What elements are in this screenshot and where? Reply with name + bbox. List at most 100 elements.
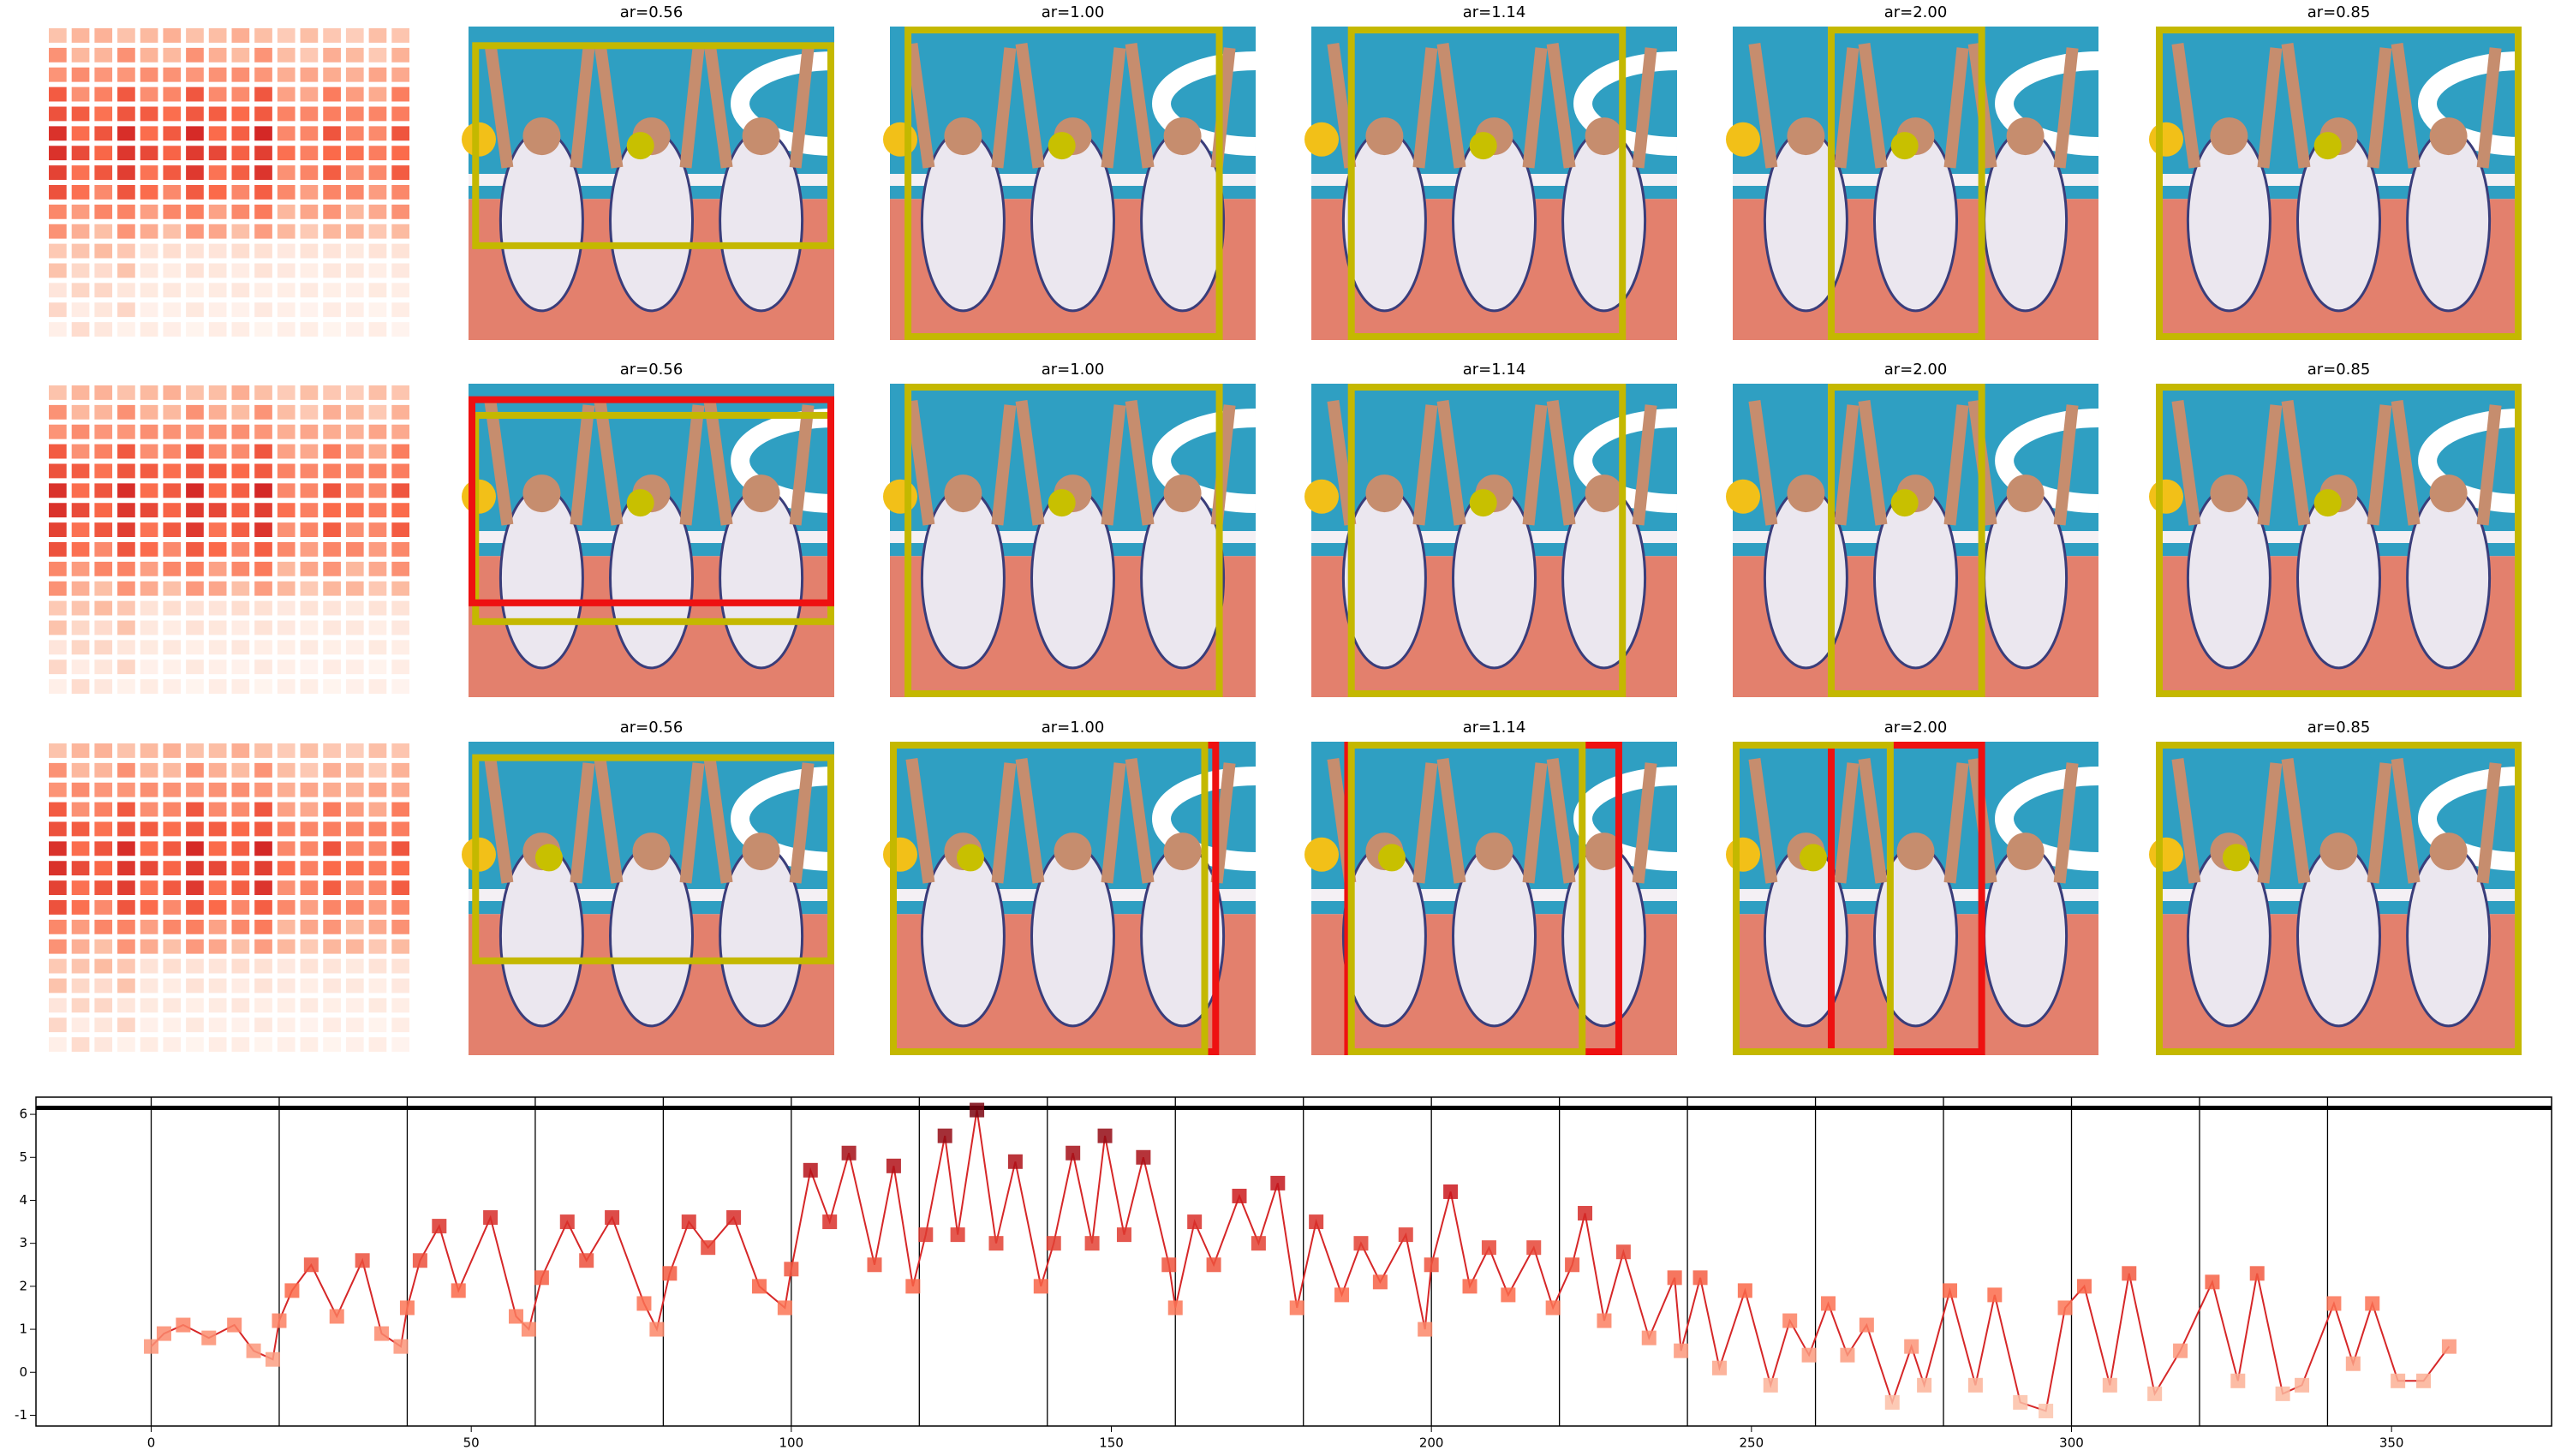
heatmap-cell (140, 939, 158, 954)
heatmap-cell (49, 762, 67, 778)
marker (1904, 1339, 1919, 1354)
heatmap-cell (163, 919, 182, 934)
heatmap-cell (345, 802, 364, 817)
marker (303, 1257, 319, 1273)
heatmap-cell (345, 581, 364, 596)
player-head (742, 117, 780, 156)
panel-title: ar=2.00 (1884, 3, 1948, 21)
heatmap-cell (94, 204, 113, 219)
marker (1418, 1322, 1433, 1337)
heatmap-cell (186, 958, 204, 974)
heatmap-cell (71, 47, 90, 63)
player-arms (2391, 400, 2502, 526)
heatmap-cell (117, 998, 135, 1013)
heatmap-cell (231, 67, 250, 82)
heatmap-cell (208, 302, 227, 318)
heatmap-cell (94, 503, 113, 518)
heatmap-cell (231, 385, 250, 400)
marker (784, 1262, 799, 1277)
heatmap-cell (208, 861, 227, 876)
heatmap-cell (231, 87, 250, 102)
heatmap-cell (300, 28, 319, 43)
heatmap-cell (163, 640, 182, 655)
heatmap-cell (254, 978, 272, 994)
point (626, 132, 654, 160)
marker (1801, 1347, 1817, 1363)
heatmap-cell (117, 762, 135, 778)
x-tick-label: 350 (2379, 1435, 2404, 1451)
heatmap-cell (368, 581, 387, 596)
heatmap-cell (254, 463, 272, 479)
player-body (1140, 486, 1226, 670)
heatmap-cell (186, 385, 204, 400)
heatmap-cell (323, 1037, 341, 1052)
heatmap-cell (368, 224, 387, 239)
heatmap-cell (140, 404, 158, 420)
heatmap-cell (71, 919, 90, 934)
player-arms (1015, 758, 1126, 884)
player-head (2319, 832, 2358, 871)
heatmap-cell (94, 463, 113, 479)
heatmap-cell (345, 404, 364, 420)
heatmap-cell (117, 503, 135, 518)
marker (2039, 1403, 2054, 1418)
heatmap-cell (71, 998, 90, 1013)
bbox (1347, 27, 1627, 340)
heatmap-cell (71, 483, 90, 498)
heatmap-cell (323, 322, 341, 337)
heatmap-cell (323, 978, 341, 994)
heatmap-cell (231, 204, 250, 219)
heatmap-cell (254, 1017, 272, 1033)
heatmap-cell (300, 542, 319, 557)
player-body (2406, 129, 2492, 313)
panel-title: ar=0.56 (620, 3, 684, 21)
heatmap-cell (300, 385, 319, 400)
heatmap-cell (208, 958, 227, 974)
heatmap-cell (186, 126, 204, 141)
photo (462, 27, 835, 340)
heatmap-cell (208, 444, 227, 459)
heatmap-cell (117, 204, 135, 219)
heatmap-cell (368, 522, 387, 537)
heatmap-cell (208, 762, 227, 778)
heatmap-cell (323, 522, 341, 537)
marker (2416, 1373, 2432, 1388)
marker (988, 1236, 1004, 1251)
point (1469, 489, 1497, 517)
heatmap-cell (368, 762, 387, 778)
heatmap-cell (94, 1037, 113, 1052)
heatmap-cell (117, 67, 135, 82)
heatmap-cell (254, 919, 272, 934)
heatmap-cell (300, 204, 319, 219)
heatmap-cell (117, 424, 135, 439)
point (626, 489, 654, 517)
heatmap-cell (277, 939, 296, 954)
heatmap-cell (391, 861, 409, 876)
heatmap-cell (140, 978, 158, 994)
photo (883, 27, 1257, 340)
heatmap-cell (368, 322, 387, 337)
heatmap-cell (94, 782, 113, 797)
photo (883, 384, 1257, 697)
heatmap-cell (368, 263, 387, 278)
heatmap-cell (71, 224, 90, 239)
player-arms (1436, 43, 1548, 169)
bbox (1347, 384, 1627, 697)
heatmap-cell (208, 87, 227, 102)
heatmap-cell (49, 146, 67, 161)
player-head (1365, 117, 1404, 156)
player-head (1163, 117, 1202, 156)
heatmap-cell (368, 503, 387, 518)
heatmap-cell (163, 762, 182, 778)
heatmap-cell (186, 483, 204, 498)
bbox (2156, 742, 2522, 1055)
marker (432, 1219, 447, 1234)
heatmap-cell (49, 444, 67, 459)
heatmap-cell (71, 283, 90, 298)
heatmap-cell (368, 302, 387, 318)
heatmap-cell (186, 919, 204, 934)
heatmap-cell (391, 782, 409, 797)
heatmap-cell (300, 87, 319, 102)
heatmap-cell (254, 424, 272, 439)
heatmap-cell (300, 424, 319, 439)
